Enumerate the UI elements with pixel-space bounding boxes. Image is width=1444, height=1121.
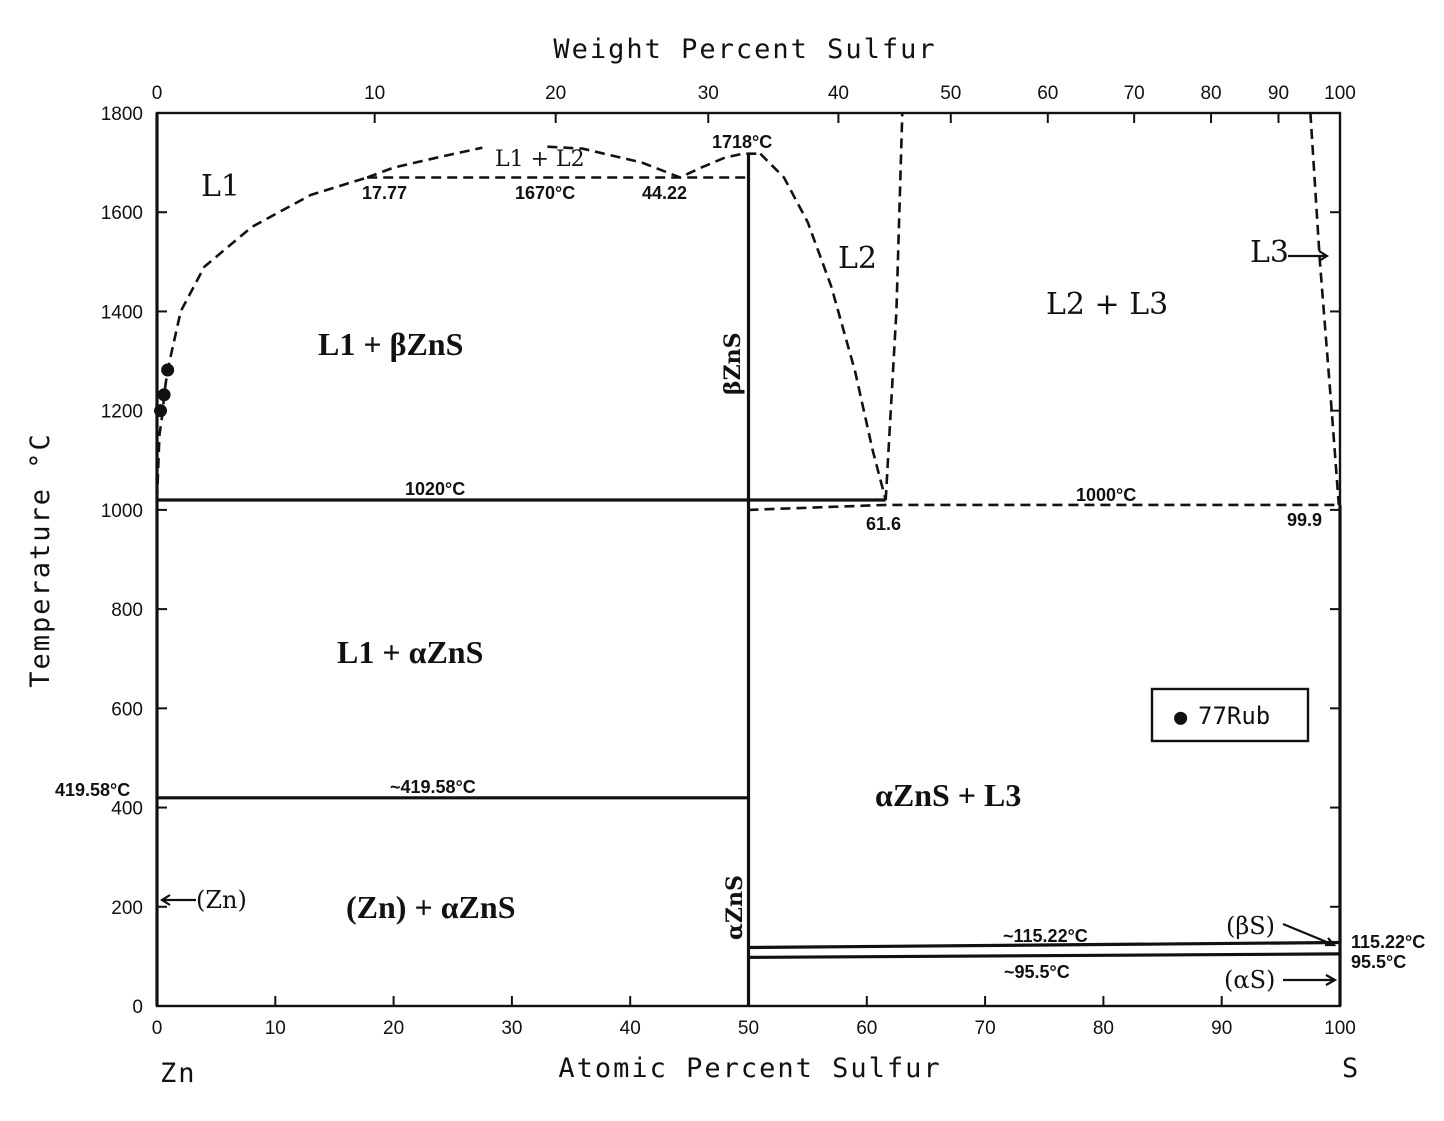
x2-tick-label: 80 — [1200, 83, 1221, 104]
arrow-l3 — [1288, 250, 1330, 262]
annotation-95-right: 95.5°C — [1351, 952, 1406, 972]
label-l2: L2 — [838, 241, 877, 276]
y-tick-label: 1200 — [101, 402, 143, 423]
annotation-17-77: 17.77 — [362, 183, 407, 203]
phase-boundaries — [155, 112, 1342, 1006]
label-l1-l2: L1 + L2 — [495, 147, 585, 172]
annotation-1670: 1670°C — [515, 183, 575, 203]
data-point-77rub — [154, 404, 168, 418]
x2-tick-label: 90 — [1268, 83, 1289, 104]
x2-tick-label: 30 — [698, 83, 719, 104]
annotation-99-9: 99.9 — [1287, 510, 1322, 530]
y-tick-label: 600 — [111, 699, 143, 720]
annotation-1020: 1020°C — [405, 479, 465, 499]
top-axis-title: Weight Percent Sulfur — [553, 34, 936, 65]
l1-liquidus — [155, 176, 368, 501]
data-point-77rub — [157, 388, 171, 402]
l3-miscibility-right — [1309, 112, 1341, 505]
data-point-77rub — [161, 363, 175, 377]
legend-label: 77Rub — [1198, 702, 1270, 730]
x2-tick-label: 50 — [940, 83, 961, 104]
legend-box — [1150, 687, 1310, 743]
arrow-beta-s — [1282, 922, 1337, 947]
data-points — [154, 363, 175, 418]
l2-miscibility-left — [884, 112, 904, 501]
annotation-1000: 1000°C — [1076, 485, 1136, 505]
y-tick-label: 200 — [111, 898, 143, 919]
label-zn-phase: (Zn) — [196, 886, 247, 914]
transition-115-line — [748, 940, 1341, 950]
y-tick-label: 1000 — [101, 501, 143, 522]
y-tick-label: 0 — [132, 997, 143, 1018]
x-tick-label: 20 — [383, 1018, 404, 1039]
x-tick-label: 50 — [738, 1018, 759, 1039]
label-beta-zns-vertical: βZnS — [720, 332, 746, 395]
miscibility-dome-right — [547, 145, 761, 179]
x2-tick-label: 40 — [828, 83, 849, 104]
annotation-1718: 1718°C — [712, 132, 772, 152]
x2-tick-label: 100 — [1324, 83, 1356, 104]
label-l1-beta-zns: L1 + βZnS — [318, 326, 463, 362]
annotation-115-right: 115.22°C — [1351, 932, 1425, 952]
right-component-label: S — [1342, 1053, 1360, 1084]
label-alpha-zns-l3: αZnS + L3 — [875, 777, 1021, 813]
annotation-419-mid: ~419.58°C — [390, 777, 476, 797]
x2-tick-label: 0 — [152, 83, 163, 104]
miscibility-dome-left — [366, 146, 483, 179]
label-alpha-zns-vertical: αZnS — [722, 875, 748, 940]
axis-ticks: 0 10 20 30 40 50 60 70 80 90 100020040060080010001… — [101, 83, 1356, 1039]
arrow-alpha-s — [1283, 974, 1338, 986]
x-tick-label: 80 — [1093, 1018, 1114, 1039]
x-tick-label: 100 — [1324, 1018, 1356, 1039]
bottom-axis-title: Atomic Percent Sulfur — [558, 1053, 941, 1084]
x-tick-label: 60 — [856, 1018, 877, 1039]
legend: ● 77Rub — [1150, 687, 1310, 743]
label-zn-alpha-zns: (Zn) + αZnS — [346, 889, 515, 925]
x-tick-label: 30 — [501, 1018, 522, 1039]
annotation-115-mid: ~115.22°C — [1003, 926, 1088, 946]
x-tick-label: 10 — [265, 1018, 286, 1039]
annotation-44-22: 44.22 — [642, 183, 687, 203]
x2-tick-label: 60 — [1037, 83, 1058, 104]
label-beta-s: (βS) — [1226, 912, 1275, 940]
label-l1-alpha-zns: L1 + αZnS — [337, 634, 483, 670]
x-tick-label: 90 — [1211, 1018, 1232, 1039]
y-tick-label: 800 — [111, 600, 143, 621]
label-alpha-s: (αS) — [1224, 966, 1275, 994]
label-l2-l3: L2 + L3 — [1046, 287, 1168, 322]
arrow-zn-phase — [159, 894, 196, 906]
label-l3: L3 — [1250, 235, 1289, 270]
l2-liquidus — [759, 152, 887, 501]
y-tick-label: 1800 — [101, 104, 143, 125]
x-tick-label: 70 — [975, 1018, 996, 1039]
annotation-419-left: 419.58°C — [55, 780, 130, 800]
left-component-label: Zn — [160, 1058, 197, 1089]
annotation-61-6: 61.6 — [866, 514, 901, 534]
eutectic-1000-line — [748, 503, 1340, 512]
transition-95-line — [748, 952, 1341, 959]
x2-tick-label: 10 — [364, 83, 385, 104]
x-tick-label: 40 — [620, 1018, 641, 1039]
y-tick-label: 1600 — [101, 203, 143, 224]
legend-marker: ● — [1174, 705, 1188, 730]
x2-tick-label: 20 — [545, 83, 566, 104]
x2-tick-label: 70 — [1124, 83, 1145, 104]
label-l1: L1 — [201, 169, 240, 204]
annotation-95-mid: ~95.5°C — [1004, 962, 1070, 982]
y-tick-label: 400 — [111, 799, 143, 820]
y-axis-title: Temperature °C — [25, 432, 56, 688]
x-tick-label: 0 — [152, 1018, 163, 1039]
y-tick-label: 1400 — [101, 302, 143, 323]
